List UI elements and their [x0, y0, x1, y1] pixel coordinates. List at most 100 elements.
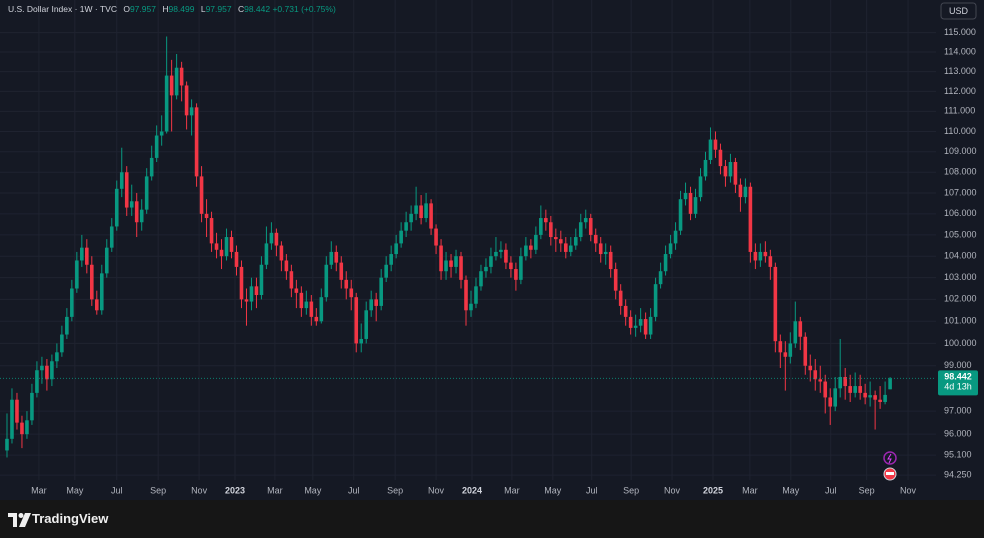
candle-body: [708, 139, 713, 160]
candle-body: [883, 394, 887, 402]
x-tick-label: May: [66, 485, 84, 495]
candle-body: [50, 361, 54, 380]
candle-body: [803, 336, 808, 366]
candle-body: [114, 188, 119, 227]
candle-body: [783, 352, 788, 357]
candle-body: [563, 243, 568, 252]
candle-body: [519, 256, 523, 280]
candle-body: [888, 378, 892, 390]
event-icon[interactable]: [883, 451, 897, 465]
candle-body: [294, 288, 299, 293]
candle-body: [768, 256, 773, 267]
x-tick-label: Mar: [742, 485, 758, 495]
candle-body: [828, 397, 833, 407]
x-tick-label: 2023: [225, 485, 245, 495]
currency-button[interactable]: [940, 2, 977, 20]
y-tick-label: 97.000: [944, 406, 972, 416]
x-tick-label: Jul: [825, 485, 837, 495]
candle-body: [673, 230, 678, 244]
candle-body: [623, 305, 628, 317]
candle-body: [593, 234, 598, 244]
candle-body: [234, 251, 239, 267]
brand-logo: [8, 513, 31, 527]
candle-body: [858, 386, 862, 393]
candle-body: [663, 254, 668, 272]
candle-body: [554, 237, 558, 240]
candle-body: [813, 370, 818, 380]
candle-body: [85, 247, 89, 265]
candle-body: [189, 107, 194, 116]
candle-body: [344, 279, 349, 289]
candle-body: [279, 245, 284, 261]
y-tick-label: 101.000: [944, 316, 977, 326]
ohlc-label: C: [237, 4, 245, 14]
candle-body: [638, 319, 643, 326]
candle-body: [329, 251, 334, 265]
ohlc-label: O: [123, 4, 130, 14]
y-tick-label: 115.000: [944, 27, 976, 37]
candle-body: [693, 197, 698, 214]
x-tick-label: May: [304, 485, 322, 495]
candle-body: [379, 277, 383, 306]
candle-body: [838, 377, 843, 389]
candle-body: [174, 67, 179, 96]
candle-body: [688, 192, 693, 214]
candle-body: [454, 256, 458, 267]
x-tick-label: May: [782, 485, 800, 495]
candle-body: [284, 260, 289, 272]
candle-body: [489, 256, 493, 267]
y-tick-label: 104.000: [944, 251, 977, 261]
y-tick-label: 107.000: [944, 187, 977, 197]
candle-body: [164, 75, 169, 132]
candle-body: [603, 251, 608, 255]
footer: TradingView: [0, 500, 984, 538]
y-tick-label: 100.000: [944, 338, 977, 348]
candle-body: [434, 228, 438, 246]
candle-body: [713, 139, 718, 150]
candle-body: [633, 325, 638, 328]
candle-body: [578, 222, 583, 238]
candle-body: [444, 260, 448, 272]
candle-body: [618, 290, 623, 306]
candle-body: [109, 226, 114, 248]
candle-body: [778, 341, 783, 353]
candle-body: [683, 192, 688, 200]
candle-body: [15, 399, 19, 423]
candle-body: [304, 301, 309, 309]
candle-body: [159, 131, 164, 136]
candle-body: [204, 213, 209, 219]
candle-body: [99, 273, 104, 311]
candle-body: [194, 107, 199, 177]
legend-header: U.S. Dollar Index · 1W · TVC O97.957 H98…: [8, 4, 336, 14]
candle-body: [129, 201, 134, 208]
candle-body: [698, 176, 703, 198]
ohlc-value: 98.442: [244, 4, 271, 14]
candle-body: [628, 316, 633, 328]
candle-body: [404, 222, 408, 231]
candle-body: [154, 135, 159, 158]
candle-body: [539, 218, 543, 235]
candle-body: [573, 237, 578, 246]
candle-body: [718, 149, 723, 167]
y-tick-label: 108.000: [944, 167, 977, 177]
candle-body: [364, 310, 369, 339]
candle-body: [449, 260, 453, 267]
candle-body: [678, 199, 683, 231]
ohlc-value: 97.957: [129, 4, 156, 14]
x-tick-label: Mar: [267, 485, 283, 495]
y-tick-label: 103.000: [944, 272, 977, 282]
candle-body: [534, 234, 538, 250]
candle-body: [544, 218, 548, 223]
candle-body: [90, 264, 94, 300]
candle-body: [75, 260, 79, 289]
x-tick-label: Jul: [111, 485, 123, 495]
candle-body: [134, 201, 139, 223]
candle-body: [70, 288, 74, 317]
candle-body: [808, 365, 813, 371]
candle-body: [319, 297, 324, 322]
y-tick-label: 114.000: [944, 46, 976, 56]
candle-body: [324, 264, 329, 298]
x-tick-label: Nov: [900, 485, 917, 495]
candle-body: [728, 162, 733, 177]
y-tick-label: 96.000: [944, 429, 972, 439]
